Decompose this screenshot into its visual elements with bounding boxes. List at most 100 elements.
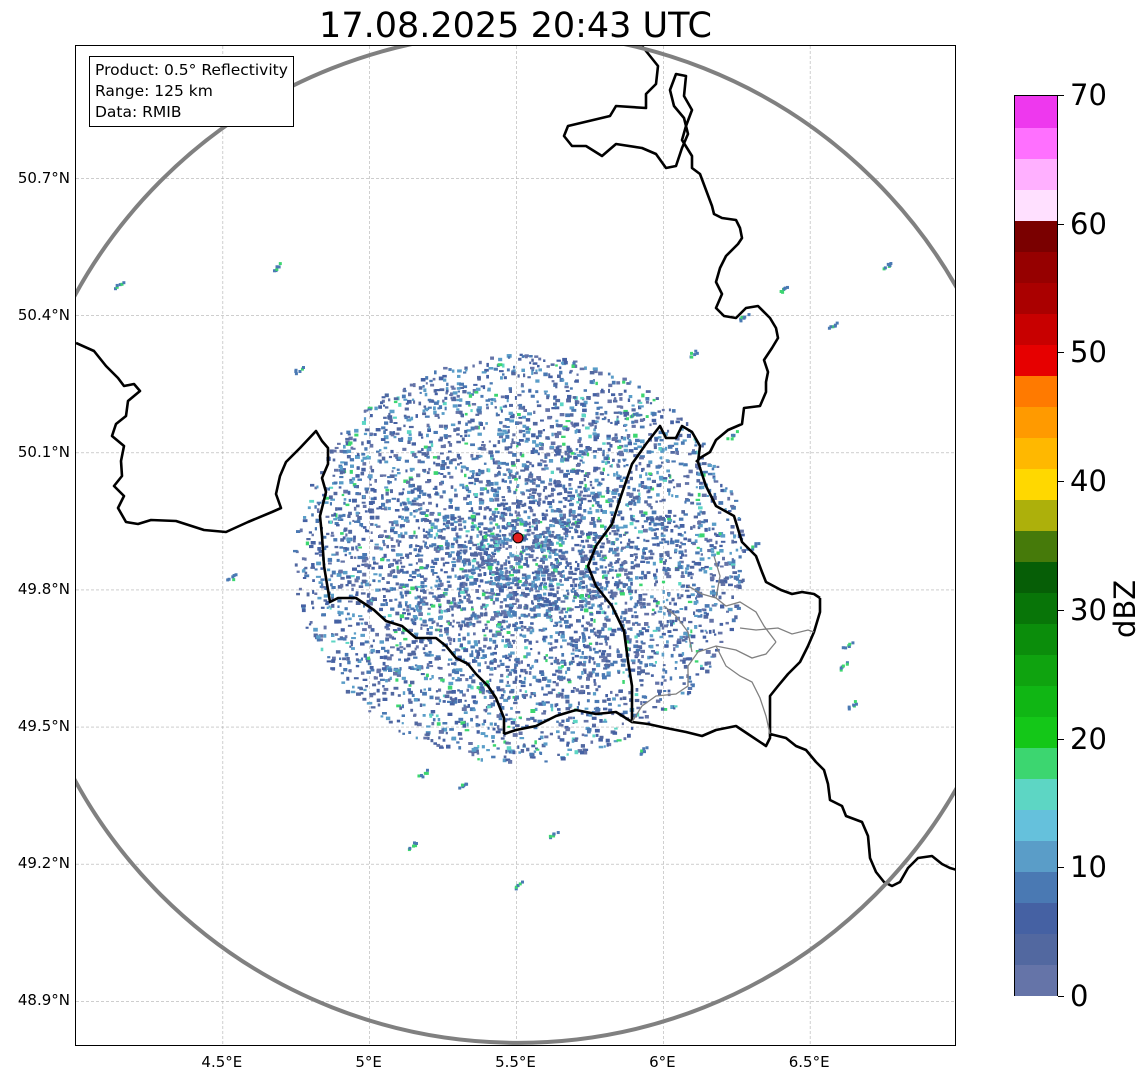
echo-pixel: [478, 647, 482, 651]
echo-pixel: [558, 670, 563, 674]
echo-pixel: [471, 475, 475, 479]
echo-pixel: [611, 380, 616, 385]
echo-pixel: [573, 360, 578, 363]
echo-pixel: [346, 547, 350, 551]
echo-pixel: [628, 438, 631, 443]
radar-map[interactable]: [75, 45, 956, 1046]
echo-pixel: [628, 592, 632, 596]
echo-pixel: [469, 547, 472, 550]
echo-pixel: [411, 499, 414, 503]
echo-pixel: [510, 530, 515, 534]
echo-pixel: [451, 607, 454, 611]
echo-pixel: [301, 569, 306, 573]
echo-pixel: [737, 517, 741, 519]
echo-pixel: [438, 628, 443, 633]
echo-pixel: [505, 462, 509, 466]
echo-pixel: [397, 670, 401, 675]
echo-pixel: [385, 491, 389, 496]
echo-pixel: [707, 557, 711, 560]
echo-pixel: [454, 466, 457, 470]
echo-pixel: [340, 628, 345, 632]
echo-pixel: [631, 660, 636, 665]
echo-pixel: [407, 688, 411, 692]
echo-pixel: [491, 488, 497, 493]
echo-pixel: [553, 402, 557, 406]
echo-pixel: [388, 398, 391, 402]
echo-pixel: [452, 396, 456, 400]
echo-pixel: [342, 513, 346, 517]
echo-pixel: [420, 626, 423, 630]
echo-pixel: [505, 668, 510, 672]
echo-pixel: [370, 599, 374, 603]
echo-pixel: [501, 534, 507, 537]
echo-pixel: [436, 550, 440, 553]
echo-pixel: [445, 387, 449, 390]
echo-pixel: [568, 483, 572, 487]
echo-pixel: [692, 583, 696, 587]
echo-pixel: [622, 436, 627, 441]
echo-pixel: [461, 581, 466, 585]
echo-pixel: [690, 541, 696, 545]
echo-pixel: [532, 447, 536, 452]
echo-pixel: [641, 642, 646, 645]
echo-pixel: [556, 534, 561, 538]
echo-pixel: [470, 571, 476, 574]
echo-pixel: [468, 569, 471, 573]
echo-pixel: [356, 549, 359, 552]
echo-pixel: [485, 559, 489, 562]
echo-pixel: [494, 493, 499, 498]
echo-pixel: [591, 583, 596, 587]
echo-pixel: [412, 534, 415, 537]
echo-pixel: [504, 473, 507, 476]
echo-pixel: [656, 470, 659, 475]
echo-pixel: [601, 388, 604, 393]
echo-pixel: [664, 670, 668, 674]
echo-pixel: [388, 564, 392, 568]
echo-pixel: [374, 543, 379, 546]
echo-pixel: [569, 623, 573, 627]
echo-pixel: [333, 491, 338, 496]
echo-pixel: [422, 619, 427, 623]
echo-pixel: [591, 486, 595, 489]
echo-pixel: [598, 481, 601, 485]
echo-pixel: [524, 580, 528, 584]
echo-pixel: [575, 464, 581, 467]
echo-pixel: [331, 514, 334, 517]
echo-pixel: [544, 496, 548, 500]
echo-pixel: [560, 757, 566, 761]
echo-pixel: [451, 560, 456, 564]
echo-pixel: [658, 475, 664, 479]
echo-pixel: [667, 518, 673, 523]
echo-pixel: [509, 582, 515, 585]
echo-pixel: [550, 445, 554, 449]
echo-pixel: [457, 390, 460, 393]
echo-pixel: [395, 678, 399, 682]
echo-pixel: [359, 523, 364, 527]
echo-pixel: [434, 557, 439, 561]
echo-pixel: [580, 750, 585, 755]
echo-pixel: [450, 542, 455, 546]
echo-pixel: [559, 574, 563, 578]
echo-pixel: [505, 657, 510, 660]
echo-pixel: [427, 446, 432, 449]
echo-pixel: [554, 520, 559, 524]
echo-pixel: [664, 446, 668, 451]
echo-pixel: [549, 478, 553, 482]
echo-pixel: [568, 727, 571, 730]
echo-pixel: [497, 613, 501, 617]
echo-pixel: [403, 479, 408, 483]
echo-pixel: [554, 454, 557, 457]
echo-pixel: [467, 684, 472, 688]
echo-pixel: [554, 432, 557, 436]
echo-pixel: [460, 608, 463, 612]
echo-pixel: [377, 579, 381, 583]
echo-pixel: [471, 470, 475, 474]
echo-pixel: [468, 575, 474, 579]
echo-pixel: [560, 554, 565, 558]
echo-pixel: [588, 623, 593, 627]
echo-pixel: [478, 597, 481, 600]
echo-pixel: [634, 545, 639, 550]
echo-pixel: [551, 646, 556, 649]
echo-pixel: [657, 689, 662, 693]
echo-pixel: [480, 561, 485, 565]
